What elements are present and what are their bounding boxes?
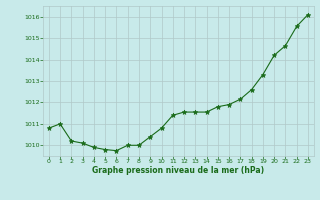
X-axis label: Graphe pression niveau de la mer (hPa): Graphe pression niveau de la mer (hPa) (92, 166, 264, 175)
